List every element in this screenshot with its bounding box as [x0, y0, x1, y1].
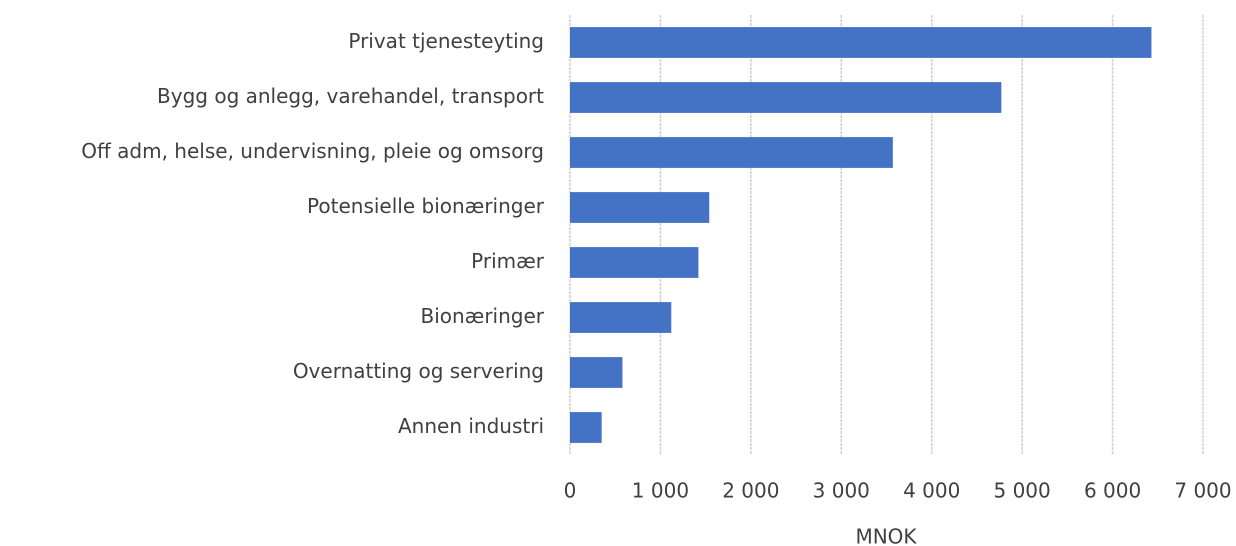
- bar: [570, 27, 1152, 58]
- bar: [570, 412, 602, 443]
- bar: [570, 247, 699, 278]
- bar: [570, 82, 1002, 113]
- bar: [570, 137, 893, 168]
- y-tick-label: Potensielle bionæringer: [307, 194, 545, 218]
- y-tick-label: Primær: [471, 249, 545, 273]
- bar: [570, 192, 710, 223]
- x-tick-label: 6 000: [1084, 479, 1141, 503]
- x-tick-label: 4 000: [903, 479, 960, 503]
- x-axis-label: MNOK: [855, 525, 917, 546]
- y-tick-label: Bionæringer: [420, 304, 544, 328]
- x-tick-label: 7 000: [1174, 479, 1231, 503]
- y-tick-label: Off adm, helse, undervisning, pleie og o…: [81, 139, 544, 163]
- x-tick-label: 0: [564, 479, 577, 503]
- x-tick-label: 3 000: [813, 479, 870, 503]
- y-tick-label: Annen industri: [398, 414, 544, 438]
- bar: [570, 357, 623, 388]
- y-tick-label: Overnatting og servering: [293, 359, 544, 383]
- x-tick-label: 2 000: [722, 479, 779, 503]
- bar: [570, 302, 672, 333]
- y-tick-label: Bygg og anlegg, varehandel, transport: [157, 84, 544, 108]
- x-tick-label: 1 000: [632, 479, 689, 503]
- y-tick-label: Privat tjenesteyting: [348, 29, 544, 53]
- x-tick-label: 5 000: [994, 479, 1051, 503]
